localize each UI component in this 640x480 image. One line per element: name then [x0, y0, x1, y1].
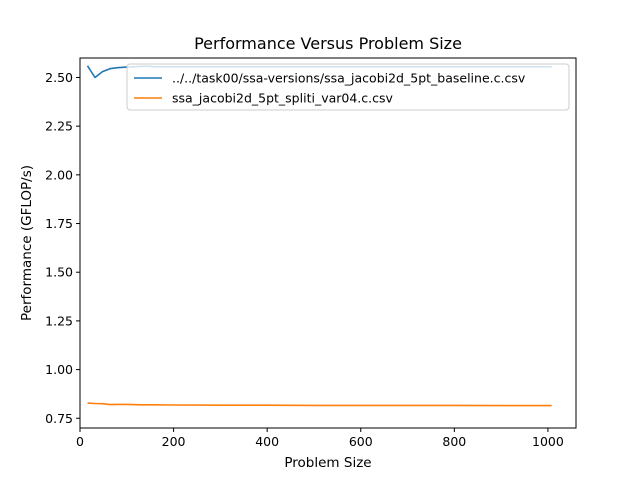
x-tick-label: 1000: [532, 434, 564, 449]
x-tick-label: 200: [162, 434, 186, 449]
x-axis-label: Problem Size: [284, 455, 371, 471]
y-tick-label: 2.25: [45, 119, 73, 134]
x-tick-label: 0: [76, 434, 84, 449]
series-line-2: [87, 402, 552, 407]
plot-frame: [79, 57, 577, 429]
y-axis-label: Performance (GFLOP/s): [19, 165, 35, 321]
x-tick-label: 600: [349, 434, 373, 449]
y-axis-ticks: 0.75 1.00 1.25 1.50 1.75 2.00 2.25 2.50: [45, 70, 80, 426]
y-tick-label: 1.75: [45, 216, 73, 231]
y-tick-label: 1.50: [45, 265, 73, 280]
y-tick-label: 2.50: [45, 70, 73, 85]
x-tick-label: 800: [442, 434, 466, 449]
legend-label-1: ../../task00/ssa-versions/ssa_jacobi2d_5…: [172, 71, 526, 86]
x-axis-ticks: 0 200 400 600 800 1000: [76, 428, 564, 449]
y-tick-label: 1.25: [45, 313, 73, 328]
legend-items: ../../task00/ssa-versions/ssa_jacobi2d_5…: [134, 71, 526, 106]
plot-background: [80, 58, 576, 428]
y-tick-label: 2.00: [45, 167, 73, 182]
legend-label-2: ssa_jacobi2d_5pt_spliti_var04.c.csv: [172, 91, 393, 106]
legend-box: [126, 63, 570, 111]
y-tick-label: 1.00: [45, 362, 73, 377]
y-tick-label: 0.75: [45, 411, 73, 426]
legend: ../../task00/ssa-versions/ssa_jacobi2d_5…: [126, 63, 570, 111]
chart-title: Performance Versus Problem Size: [194, 34, 462, 53]
plot-area: 0 200 400 600 800 1000 0.75 1.00 1.25 1.50 1.75 2.…: [45, 57, 577, 449]
x-tick-label: 400: [255, 434, 279, 449]
